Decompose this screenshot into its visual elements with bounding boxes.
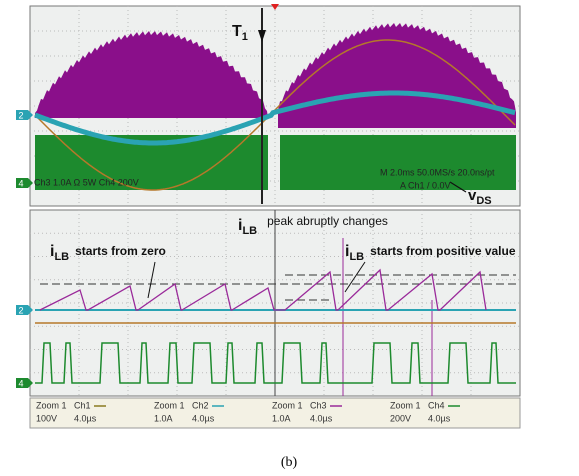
zoom-time: 4.0µs (74, 413, 97, 423)
channel-marker: 4 (18, 178, 23, 188)
zoom-channel: Ch1 (74, 400, 91, 410)
peak-text: peak abruptly changes (267, 214, 388, 228)
positive-text: starts from positive value (370, 244, 516, 258)
top-readout-left: Ch3 1.0A Ω 5W Ch4 200V (34, 177, 139, 187)
zoom-channel: Ch3 (310, 400, 327, 410)
positive-sub: LB (349, 251, 364, 263)
top-readout-trigger: A Ch1 / 0.0V (400, 180, 451, 190)
zoom-label: Zoom 1 (154, 400, 185, 410)
zoom-time: 4.0µs (192, 413, 215, 423)
zoom-label: Zoom 1 (36, 400, 67, 410)
zoom-scale: 100V (36, 413, 57, 423)
zoom-channel: Ch4 (428, 400, 445, 410)
channel-marker: 2 (18, 305, 23, 315)
zoom-scale: 200V (390, 413, 411, 423)
current-envelope (278, 112, 516, 128)
t1-sub: 1 (242, 31, 248, 43)
caption: (b) (281, 455, 298, 470)
channel-marker: 4 (18, 378, 23, 388)
t1-main: T (232, 23, 242, 40)
zero-text: starts from zero (75, 244, 166, 258)
figure: 2 4 2 4 Zoom 1 Ch1 100V 4.0µs Zoom 1 Ch2 1.0A 4.0µs… (0, 0, 579, 476)
channel-marker: 2 (18, 110, 23, 120)
zoom-label: Zoom 1 (390, 400, 421, 410)
peak-sub: LB (242, 225, 257, 237)
top-readout-right: M 2.0ms 50.0MS/s 20.0ns/pt (380, 167, 495, 177)
zoom-scale: 1.0A (272, 413, 291, 423)
zoom-label: Zoom 1 (272, 400, 303, 410)
zero-sub: LB (54, 251, 69, 263)
vds-band (280, 135, 516, 190)
zoom-time: 4.0µs (310, 413, 333, 423)
zoom-channel: Ch2 (192, 400, 209, 410)
vds-sub: DS (476, 195, 491, 207)
zoom-scale: 1.0A (154, 413, 173, 423)
zoom-time: 4.0µs (428, 413, 451, 423)
